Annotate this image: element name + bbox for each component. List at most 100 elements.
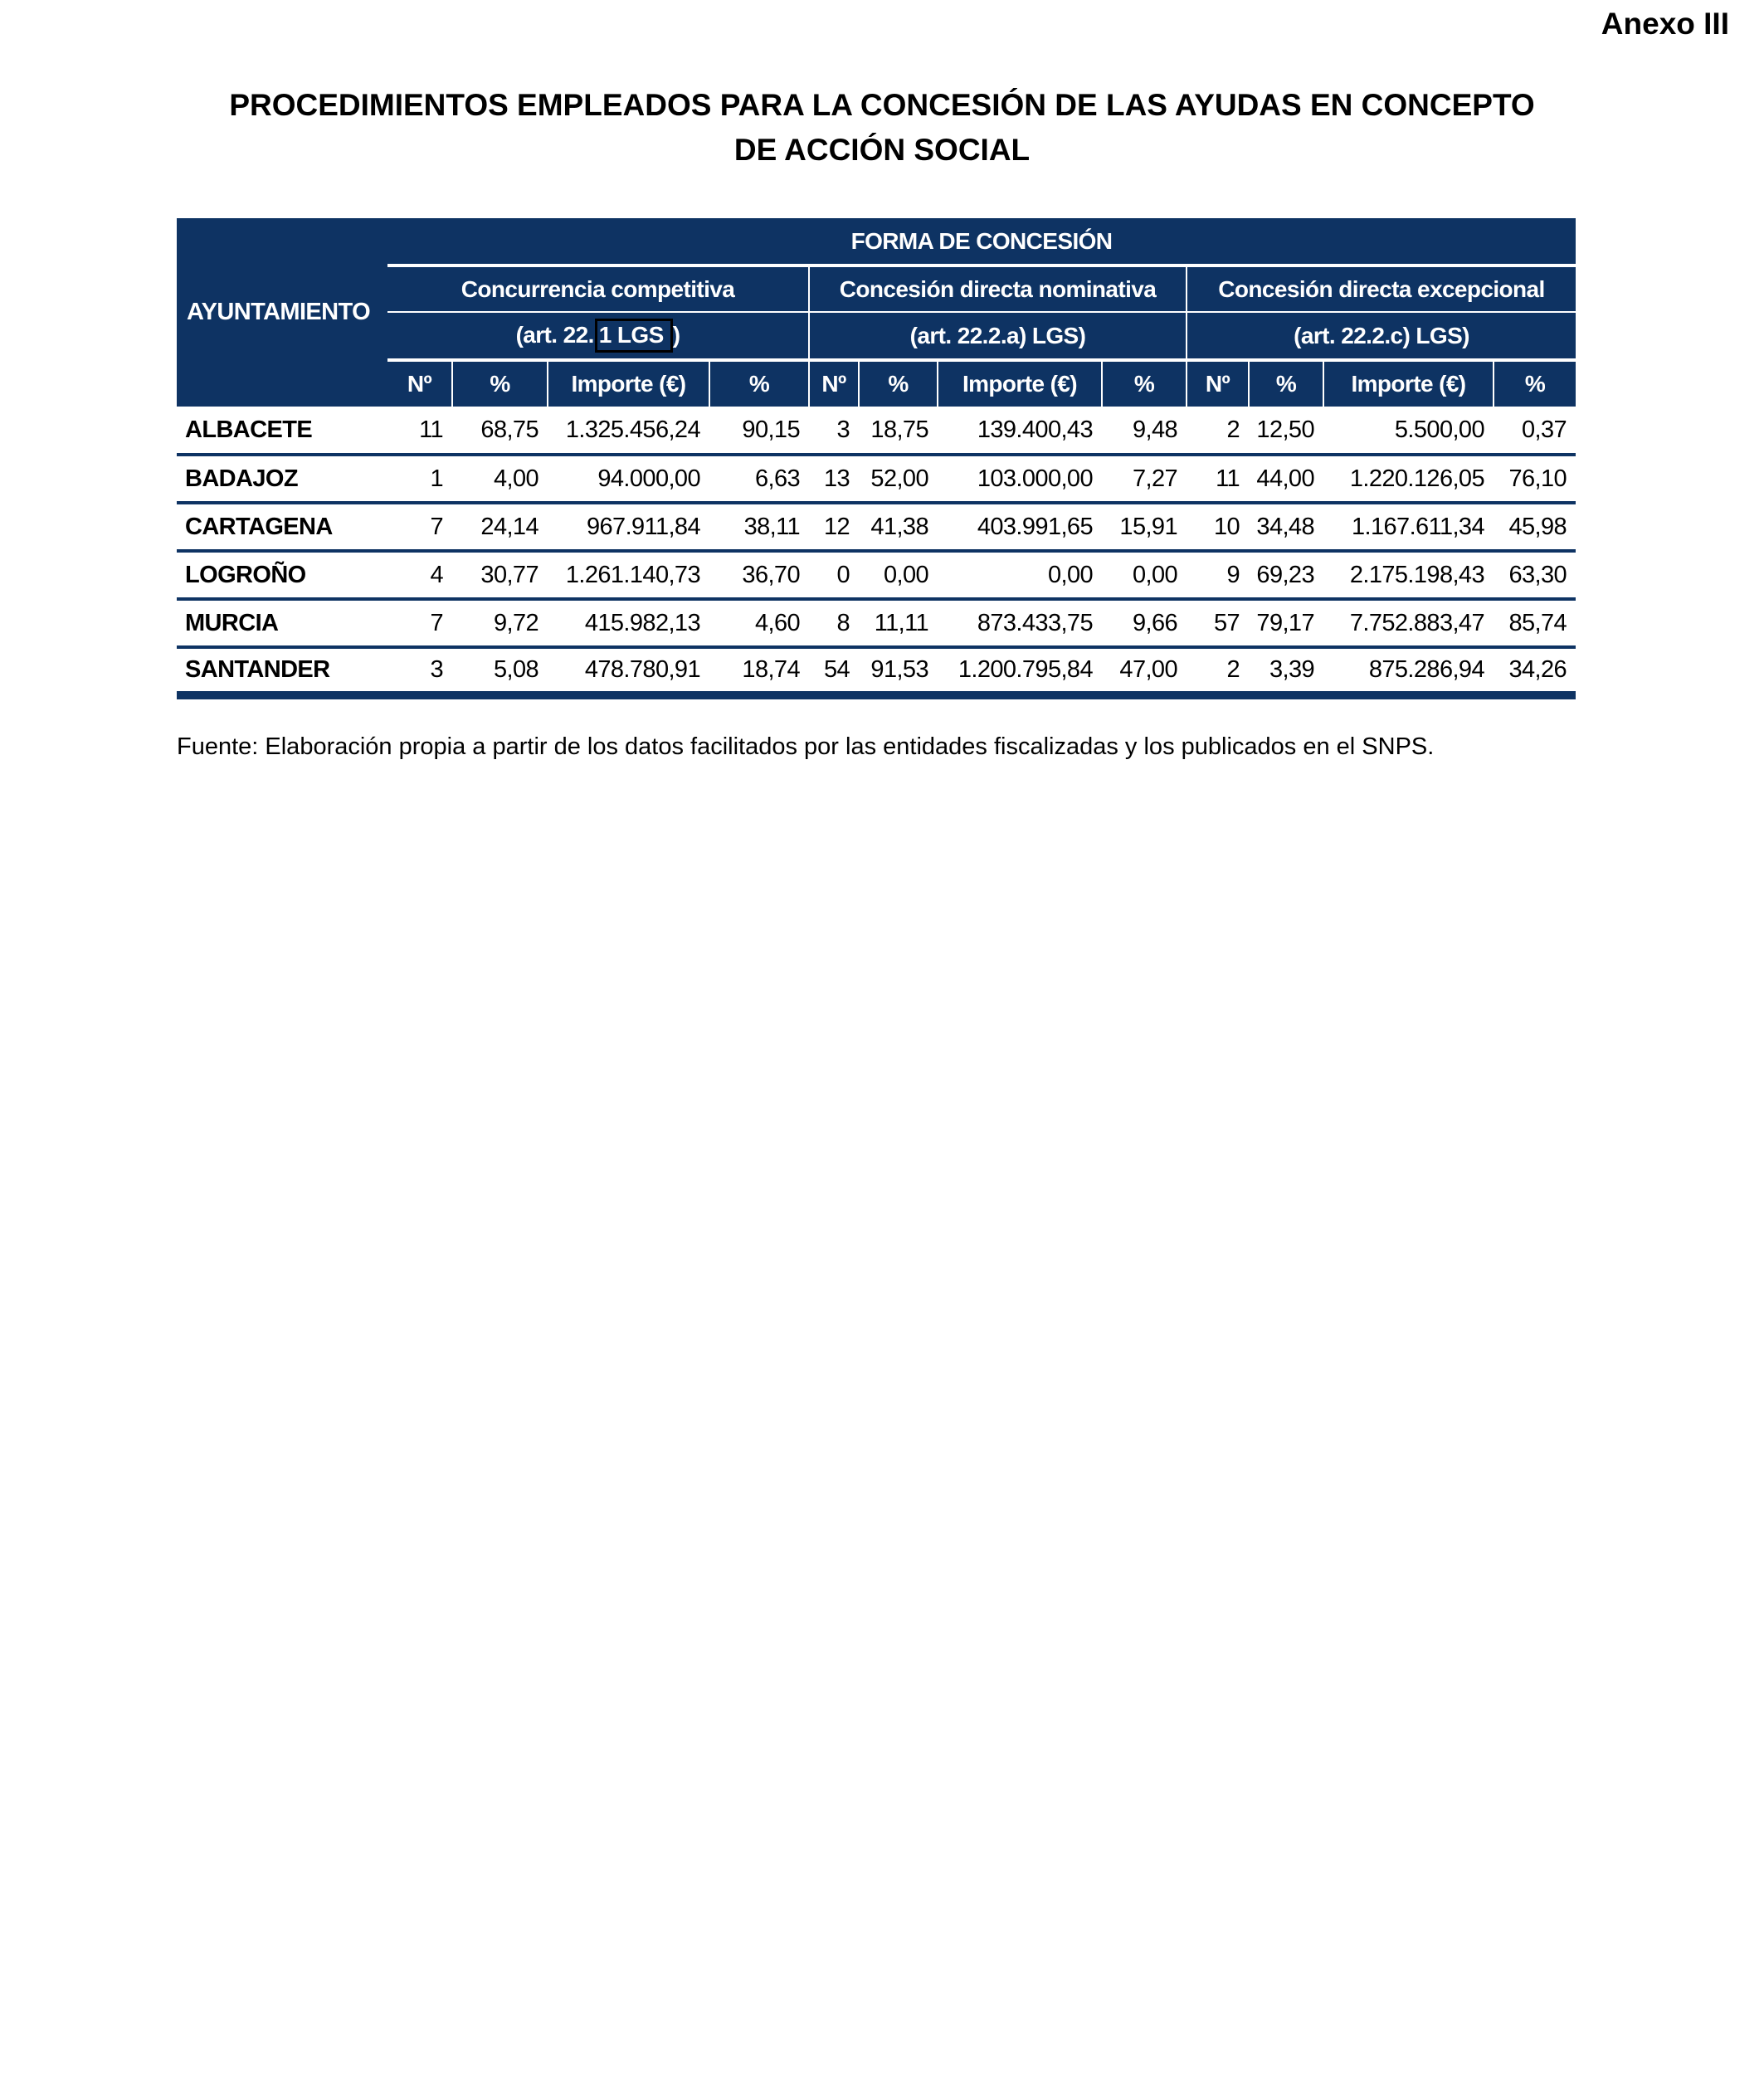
table-cell: 2.175.198,43 (1323, 551, 1494, 601)
link-annotation-box[interactable]: 1 LGS (594, 319, 673, 353)
table-cell: 873.433,75 (938, 599, 1102, 649)
article-text-suffix: ) (672, 322, 680, 348)
table-cell: 69,23 (1249, 551, 1323, 601)
table-cell: 12,50 (1249, 407, 1323, 456)
table-cell: 15,91 (1102, 503, 1187, 553)
page-title-line1: PROCEDIMIENTOS EMPLEADOS PARA LA CONCESI… (229, 88, 1535, 122)
table-cell: 11,11 (859, 599, 938, 649)
table-cell: 2 (1187, 647, 1249, 699)
source-note: Fuente: Elaboración propia a partir de l… (177, 733, 1435, 760)
table-cell: 30,77 (452, 551, 548, 601)
table-cell: 12 (809, 503, 859, 553)
table-cell: 34,48 (1249, 503, 1323, 553)
col-header-numero: Nº (387, 360, 452, 407)
table-cell: 875.286,94 (1323, 647, 1494, 699)
table-cell: 9,48 (1102, 407, 1187, 456)
table-cell: 9 (1187, 551, 1249, 601)
table-cell: 38,11 (709, 503, 809, 553)
col-header-numero: Nº (808, 360, 859, 407)
page-title: PROCEDIMIENTOS EMPLEADOS PARA LA CONCESI… (0, 83, 1764, 172)
header-row-main: AYUNTAMIENTO FORMA DE CONCESIÓN (177, 218, 1576, 407)
table-row-murcia: MURCIA 7 9,72 415.982,13 4,60 8 11,11 87… (177, 599, 1576, 649)
col-header-percent: % (1101, 360, 1187, 407)
table-cell: 8 (809, 599, 859, 649)
table-cell: 54 (809, 647, 859, 699)
table-main-header: FORMA DE CONCESIÓN (387, 218, 1576, 267)
table-cell: 4,60 (709, 599, 809, 649)
table-cell: 7 (387, 503, 452, 553)
table-cell: 10 (1187, 503, 1249, 553)
table-cell: 139.400,43 (938, 407, 1102, 456)
table-cell: 1.325.456,24 (548, 407, 709, 456)
table-header: AYUNTAMIENTO FORMA DE CONCESIÓN Concurre… (177, 218, 1576, 407)
table-cell: 68,75 (452, 407, 548, 456)
table-cell: 45,98 (1494, 503, 1576, 553)
table-cell: 94.000,00 (548, 455, 709, 504)
table-cell: 63,30 (1494, 551, 1576, 601)
table-cell: 4,00 (452, 455, 548, 504)
table-cell: 6,63 (709, 455, 809, 504)
row-header-city: CARTAGENA (177, 503, 387, 553)
row-header-city: MURCIA (177, 599, 387, 649)
col-header-percent: % (709, 360, 809, 407)
table-cell: 9,66 (1102, 599, 1187, 649)
table-cell: 0 (809, 551, 859, 601)
table-cell: 13 (809, 455, 859, 504)
col-header-ayuntamiento: AYUNTAMIENTO (177, 218, 387, 407)
table-cell: 79,17 (1249, 599, 1323, 649)
annex-label: Anexo III (1601, 7, 1729, 41)
table-cell: 7.752.883,47 (1323, 599, 1494, 649)
table-cell: 5.500,00 (1323, 407, 1494, 456)
group-header-concesion-directa-nominativa: Concesión directa nominativa (808, 265, 1187, 313)
header-row-articles: (art. 22. 1 LGS) (art. 22.2.a) LGS) (art.… (177, 312, 1576, 362)
group-header-concurrencia-competitiva: Concurrencia competitiva (387, 265, 809, 313)
table-row-santander: SANTANDER 3 5,08 478.780,91 18,74 54 91,… (177, 647, 1576, 699)
table-cell: 44,00 (1249, 455, 1323, 504)
table-body: ALBACETE 11 68,75 1.325.456,24 90,15 3 1… (177, 407, 1576, 699)
table-row-albacete: ALBACETE 11 68,75 1.325.456,24 90,15 3 1… (177, 407, 1576, 456)
table-cell: 47,00 (1102, 647, 1187, 699)
group-article-excepcional: (art. 22.2.c) LGS) (1185, 312, 1576, 362)
col-header-numero: Nº (1186, 360, 1249, 407)
table-cell: 3,39 (1249, 647, 1323, 699)
group-article-concurrencia: (art. 22. 1 LGS) (387, 312, 809, 362)
table-cell: 34,26 (1494, 647, 1576, 699)
table-cell: 76,10 (1494, 455, 1576, 504)
table-cell: 7 (387, 599, 452, 649)
table-cell: 36,70 (709, 551, 809, 601)
table-cell: 18,74 (709, 647, 809, 699)
table-row-cartagena: CARTAGENA 7 24,14 967.911,84 38,11 12 41… (177, 503, 1576, 553)
table-cell: 1.261.140,73 (548, 551, 709, 601)
table-cell: 9,72 (452, 599, 548, 649)
table-cell: 0,00 (938, 551, 1102, 601)
article-text-prefix: (art. 22. (515, 322, 595, 348)
table-container: AYUNTAMIENTO FORMA DE CONCESIÓN Concurre… (177, 218, 1576, 699)
table-cell: 2 (1187, 407, 1249, 456)
table-row-badajoz: BADAJOZ 1 4,00 94.000,00 6,63 13 52,00 1… (177, 455, 1576, 504)
row-header-city: SANTANDER (177, 647, 387, 699)
col-header-percent: % (858, 360, 938, 407)
table-cell: 0,00 (859, 551, 938, 601)
header-row-groups: Concurrencia competitiva Concesión direc… (177, 265, 1576, 313)
group-article-nominativa: (art. 22.2.a) LGS) (808, 312, 1187, 362)
table-cell: 0,00 (1102, 551, 1187, 601)
table-cell: 57 (1187, 599, 1249, 649)
table-cell: 1 (387, 455, 452, 504)
table-cell: 91,53 (859, 647, 938, 699)
table-cell: 478.780,91 (548, 647, 709, 699)
table-cell: 967.911,84 (548, 503, 709, 553)
group-header-concesion-directa-excepcional: Concesión directa excepcional (1185, 265, 1576, 313)
row-header-city: BADAJOZ (177, 455, 387, 504)
col-header-importe: Importe (€) (1323, 360, 1494, 407)
table-cell: 18,75 (859, 407, 938, 456)
table-cell: 52,00 (859, 455, 938, 504)
col-header-importe: Importe (€) (937, 360, 1102, 407)
table-cell: 3 (809, 407, 859, 456)
row-header-city: LOGROÑO (177, 551, 387, 601)
table-cell: 24,14 (452, 503, 548, 553)
header-row-subcolumns: Nº % Importe (€) % Nº % Importe (€) % Nº… (177, 360, 1576, 407)
table-cell: 103.000,00 (938, 455, 1102, 504)
col-header-percent: % (1492, 360, 1576, 407)
table-cell: 90,15 (709, 407, 809, 456)
table-cell: 415.982,13 (548, 599, 709, 649)
